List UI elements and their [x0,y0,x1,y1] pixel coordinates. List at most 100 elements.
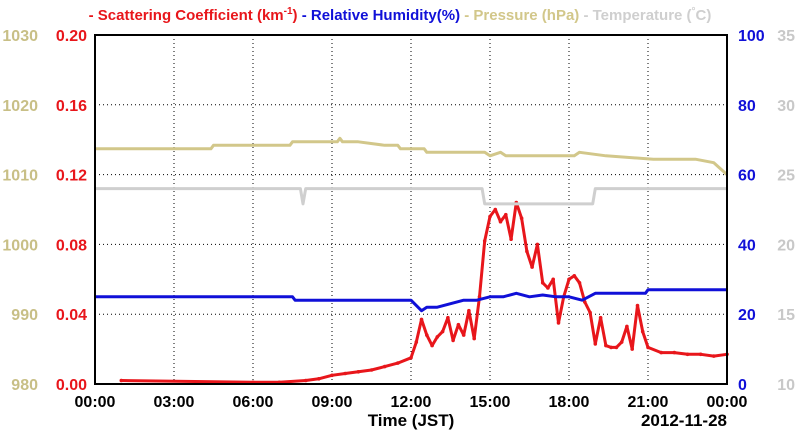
pressure-line [95,136,729,176]
x-axis-label: Time (JST) [368,411,455,430]
temperature-axis-tick-label: 35 [777,28,795,45]
scattering-coefficient-point [685,352,690,357]
scattering-coefficient-point [414,340,419,344]
scattering-coefficient-point [646,345,650,350]
scattering-axis-tick-label: 0.20 [56,28,87,45]
scattering-coefficient-point [712,354,716,358]
scattering-coefficient-point [440,329,445,334]
legend-suffix: C) [696,7,712,24]
temperature-axis-tick-label: 10 [777,377,795,394]
scattering-coefficient-point [530,265,534,269]
temperature-axis-tick-label: 30 [777,98,795,115]
date-label: 2012-11-28 [641,411,727,430]
x-tick-label: 06:00 [233,394,274,411]
scattering-coefficient-point [382,364,387,369]
humidity-axis-tick-label: 100 [738,28,765,45]
scattering-coefficient-point [698,352,703,357]
scattering-coefficient-point [535,242,540,247]
scattering-coefficient-point [419,317,424,322]
legend-entry: - Relative Humidity(%) [298,7,461,24]
x-tick-label: 00:00 [707,394,748,411]
scattering-coefficient-point [525,249,529,254]
scattering-coefficient-point [572,274,577,278]
scattering-coefficient-point [477,295,482,299]
scattering-coefficient-point [356,370,361,374]
scattering-coefficient-point [504,212,508,217]
grid [95,35,727,384]
scattering-coefficient-point [588,310,592,315]
scattering-coefficient-point [119,378,124,383]
relative-humidity-line [95,288,727,313]
pressure-axis-tick-label: 980 [11,377,38,394]
x-tick-label: 00:00 [75,394,116,411]
scattering-coefficient-point [461,333,466,337]
legend-entry: - Temperature ( [579,7,691,24]
scattering-coefficient-point [625,324,629,329]
humidity-axis-tick-label: 40 [738,237,756,254]
scattering-coefficient-point [551,277,555,282]
scattering-axis-tick-label: 0.08 [56,237,87,254]
scattering-coefficient-point [456,322,461,327]
series-layer [95,136,729,385]
scattering-coefficient-point [604,343,608,348]
pressure-axis-tick-label: 990 [11,307,38,324]
scattering-coefficient-point [343,371,348,376]
scattering-coefficient-point [409,356,413,360]
x-tick-label: 15:00 [470,394,511,411]
scattering-coefficient-point [546,286,550,290]
legend-text: - Scattering Coefficient (km-1) - Relati… [89,6,712,24]
scattering-coefficient-point [425,333,429,337]
scattering-coefficient-point [640,329,645,334]
scattering-axis-tick-label: 0.00 [56,377,87,394]
scattering-coefficient-point [482,239,487,243]
x-tick-label: 03:00 [154,394,195,411]
legend-suffix: ) [293,7,298,24]
scattering-coefficient-point [446,315,450,320]
scattering-coefficient-point [493,207,498,212]
scattering-coefficient-point [472,336,477,341]
pressure-axis-tick-label: 1030 [2,28,38,45]
scattering-coefficient-point [583,300,587,304]
plot-frame [94,34,728,385]
scattering-coefficient-point [519,216,524,220]
scattering-coefficient-point [509,237,513,241]
scattering-coefficient-point [488,214,492,219]
scattering-coefficient-point [614,345,619,350]
humidity-axis-tick-label: 20 [738,307,756,324]
legend-entry: - Pressure (hPa) [460,7,579,24]
scattering-coefficient-point [593,342,598,346]
scattering-coefficient-point [619,340,624,344]
legend-entry: - Scattering Coefficient (km [89,7,284,24]
temperature-axis-tick-label: 25 [777,168,795,185]
x-tick-label: 21:00 [628,394,669,411]
pressure-axis-tick-label: 1020 [2,98,38,115]
scattering-coefficient-point [435,335,440,339]
humidity-axis-tick-label: 60 [738,168,756,185]
scattering-coefficient-point [303,378,308,383]
scattering-coefficient-point [317,377,321,381]
x-tick-label: 09:00 [312,394,353,411]
scattering-axis-tick-label: 0.16 [56,98,87,115]
legend-superscript: ° [692,6,696,17]
scattering-coefficient-point [430,343,434,348]
humidity-axis-tick-label: 80 [738,98,756,115]
pressure-axis-tick-label: 1010 [2,168,38,185]
scattering-coefficient-point [577,281,582,285]
scattering-coefficient-point [672,350,677,355]
legend-superscript: -1 [284,6,293,17]
scattering-coefficient-point [467,308,471,313]
scattering-axis-tick-label: 0.12 [56,168,87,185]
scattering-coefficient-point [598,315,603,320]
pressure-axis-tick-label: 1000 [2,237,38,254]
scattering-coefficient-point [609,345,613,350]
legend: - Scattering Coefficient (km-1) - Relati… [89,6,712,24]
temperature-axis-tick-label: 15 [777,307,795,324]
scattering-coefficient-point [540,281,545,285]
scattering-coefficient-point [659,350,663,355]
x-tick-label: 12:00 [391,394,432,411]
scattering-coefficient-point [396,361,400,365]
scattering-coefficient-point [330,373,334,378]
scattering-coefficient-point [369,368,374,372]
scattering-coefficient-point [498,219,503,224]
